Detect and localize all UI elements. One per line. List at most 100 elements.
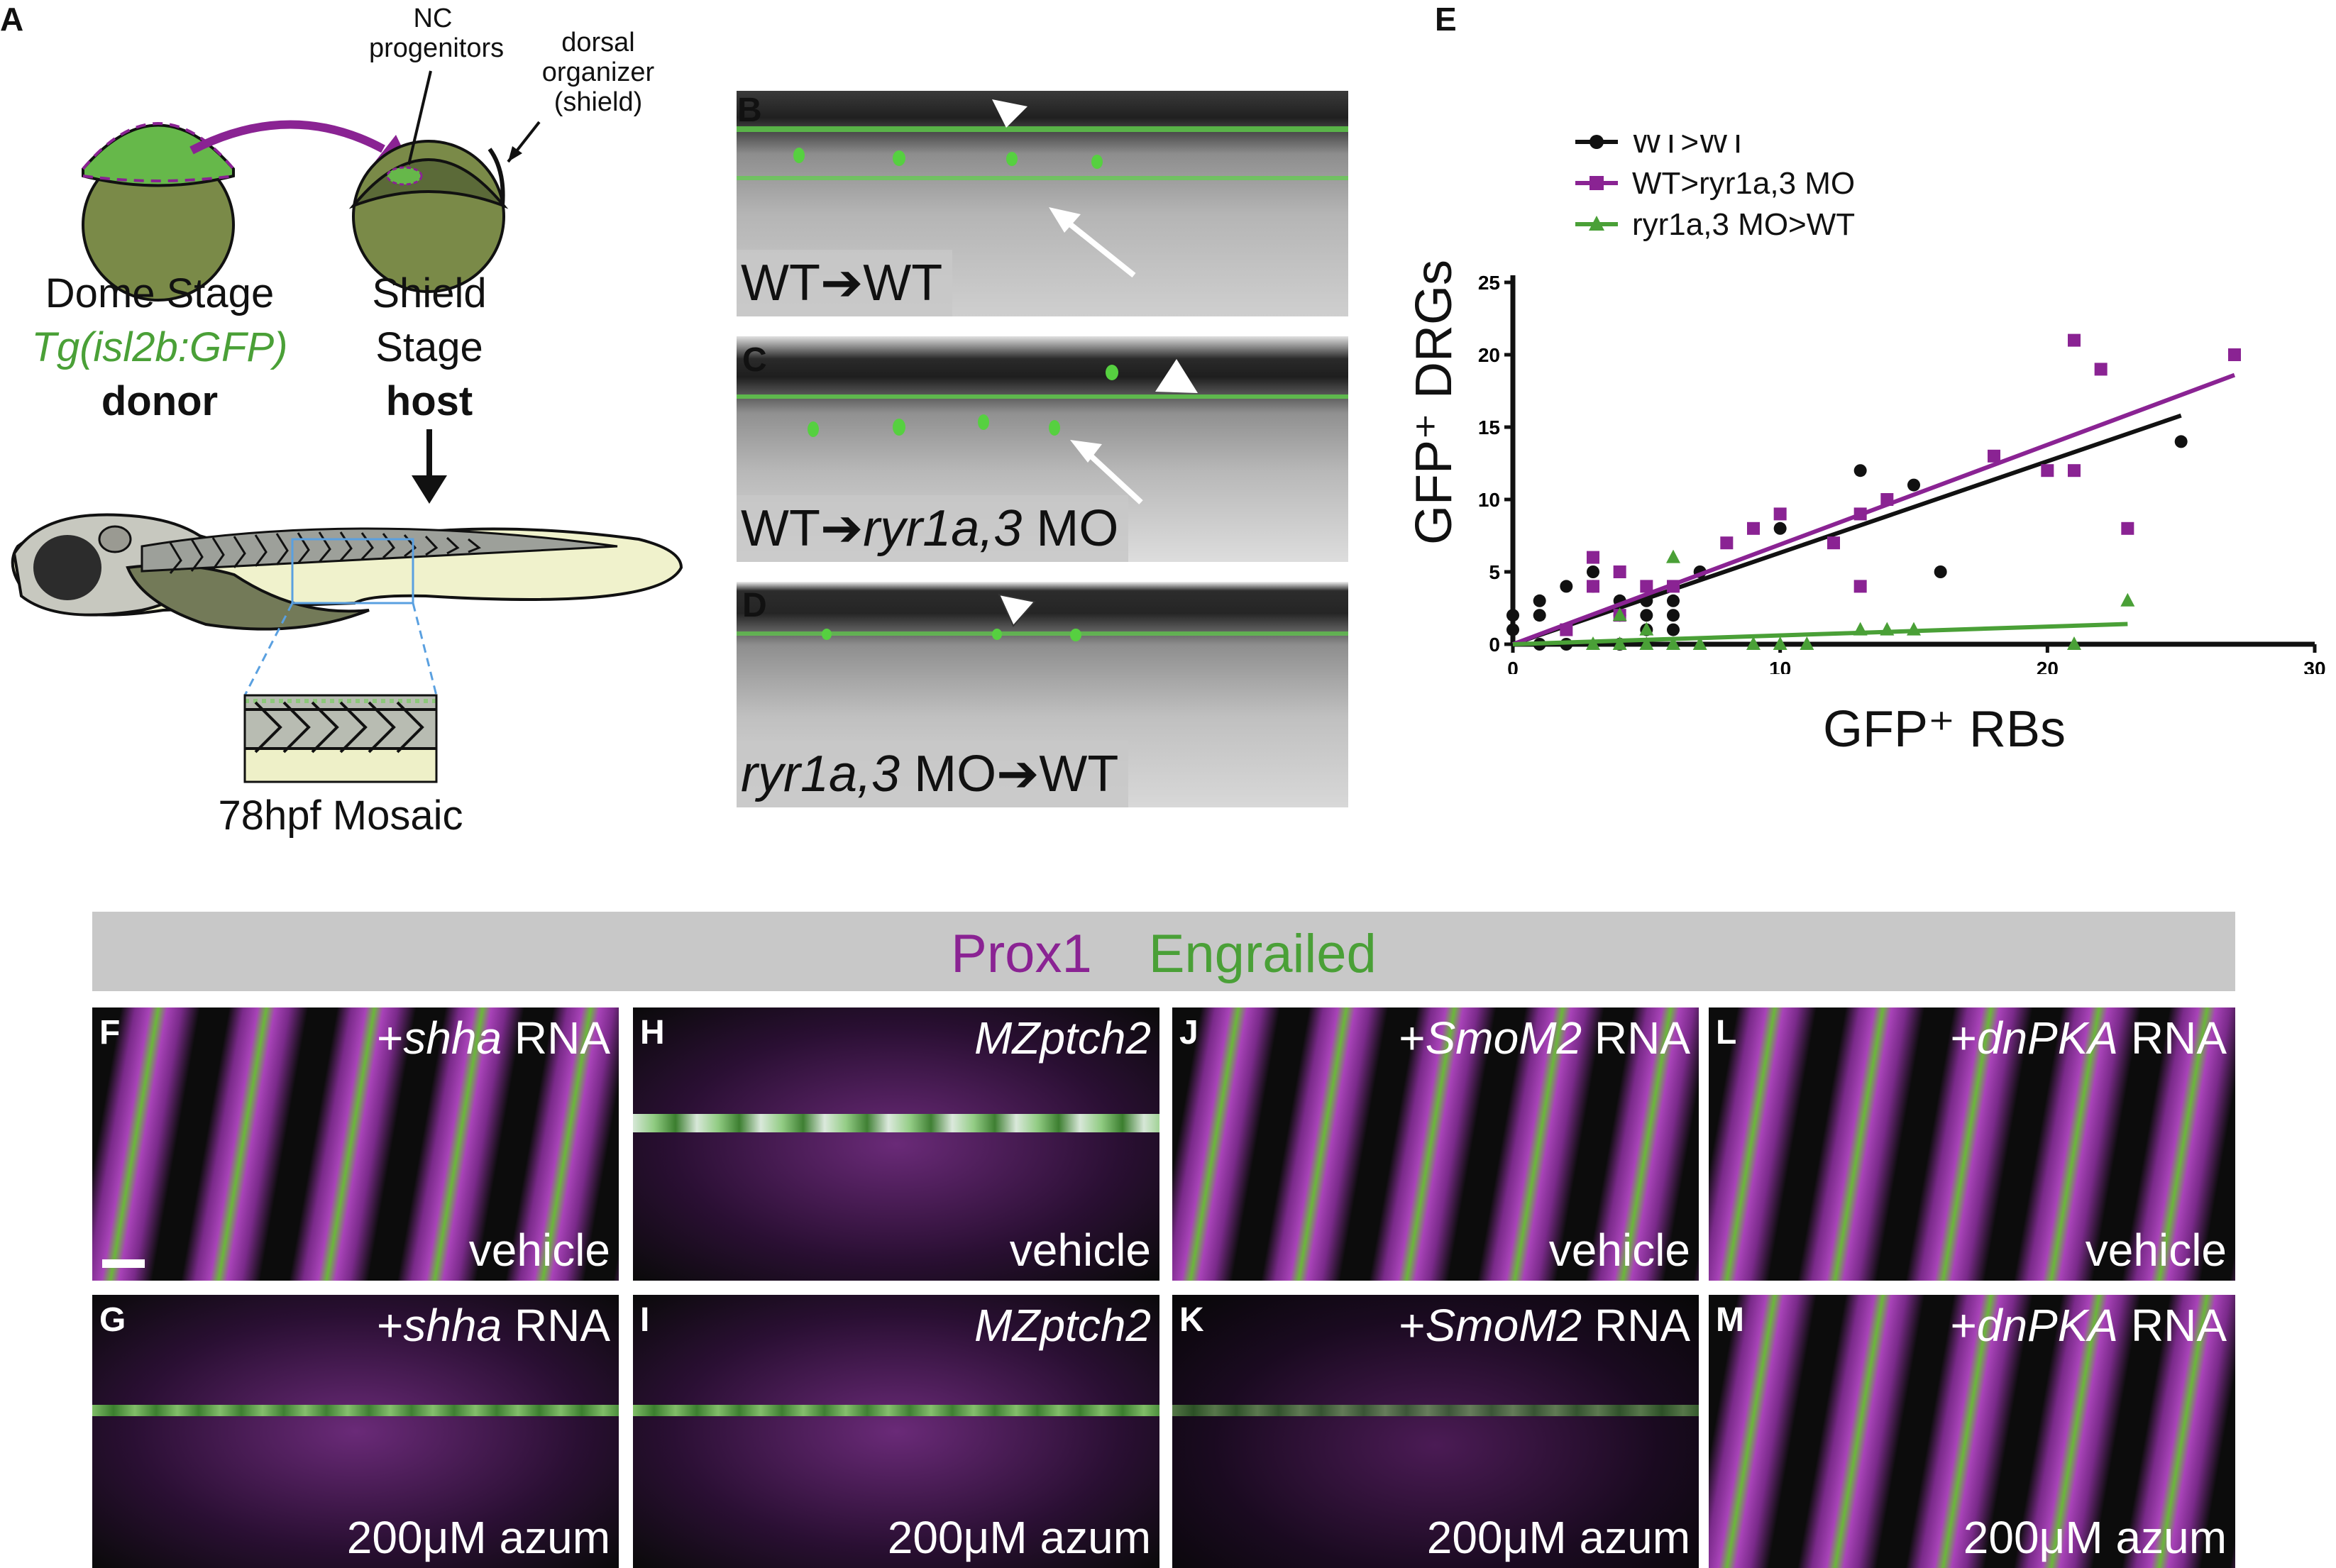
engrailed-label: Engrailed: [1148, 924, 1377, 984]
panel-l-condition: +dnPKA RNA: [1950, 1012, 2227, 1064]
data-point: [1907, 478, 1920, 492]
panel-j-condition: +SmoM2 RNA: [1399, 1012, 1690, 1064]
fit-line: [1512, 413, 2182, 646]
marker-header-band: Prox1 Engrailed: [92, 912, 2235, 991]
data-point: [1853, 622, 1868, 636]
data-point: [1880, 493, 1894, 506]
donor-embryo: [82, 122, 235, 302]
data-point: [1586, 636, 1600, 650]
data-point: [1667, 609, 1680, 622]
stage-label: Stage: [375, 324, 483, 370]
x-tick-label: 10: [1769, 658, 1791, 674]
data-point: [1560, 623, 1573, 636]
scatter-chart: 0 10 20 30 0 5 10 15 20 25 WT>WT WT>ryr1a,3 MO ryr1a…: [1478, 135, 2326, 674]
data-point: [1666, 549, 1680, 563]
panel-label-c: C: [742, 341, 767, 379]
scale-bar: [102, 1259, 145, 1268]
panel-h-image: H MZptch2 vehicle: [633, 1007, 1159, 1281]
fit-line: [1512, 622, 2128, 646]
engrailed-band: [1172, 1405, 1699, 1416]
panel-label-k: K: [1179, 1301, 1204, 1339]
panel-b-arrows: [992, 99, 1136, 278]
panel-k-treatment: 200μM azum: [1426, 1512, 1690, 1563]
panel-l-treatment: vehicle: [2085, 1225, 2227, 1276]
panel-c-caption-gene: ryr1a,3: [863, 500, 1023, 557]
data-point: [1666, 636, 1680, 650]
panel-b-image: B WT➔WT: [737, 91, 1348, 316]
panel-label-f: F: [99, 1014, 121, 1051]
x-tick-label: 0: [1507, 658, 1519, 674]
data-point: [1506, 609, 1519, 622]
condition-gene: shha: [403, 1012, 502, 1064]
data-point: [1587, 565, 1599, 578]
data-point: [1640, 580, 1653, 593]
y-tick-label: 25: [1478, 272, 1500, 294]
panel-l-image: L +dnPKA RNA vehicle: [1709, 1007, 2235, 1281]
data-point: [2121, 521, 2134, 535]
panel-b-caption-left: WT: [741, 255, 820, 311]
data-point: [1692, 636, 1707, 650]
data-point: [2068, 333, 2081, 347]
data-point: [1506, 623, 1519, 636]
y-tick-label: 0: [1489, 634, 1500, 656]
data-point: [1667, 580, 1680, 593]
panel-c-caption: WT➔ryr1a,3 MO: [737, 495, 1129, 562]
data-point: [1747, 521, 1760, 535]
panel-f-treatment: vehicle: [468, 1225, 610, 1276]
data-point: [1773, 636, 1787, 650]
condition-suffix: RNA: [1582, 1012, 1690, 1064]
panel-m-condition: +dnPKA RNA: [1950, 1299, 2227, 1352]
marker-header: Prox1 Engrailed: [92, 923, 2235, 985]
panel-d-caption-right: WT: [1039, 746, 1119, 802]
condition-suffix: RNA: [502, 1300, 610, 1351]
data-point: [1827, 536, 1840, 550]
prox1-label: Prox1: [951, 924, 1092, 984]
data-point: [1587, 580, 1599, 593]
data-point: [1613, 565, 1626, 578]
condition-suffix: RNA: [1582, 1300, 1690, 1351]
x-tick-label: 30: [2303, 658, 2325, 674]
data-point: [1853, 580, 1867, 593]
chart-ylabel: GFP⁺ DRGs: [1406, 260, 1462, 546]
panel-label-d: D: [742, 587, 767, 624]
arrow-right-icon: ➔: [996, 746, 1040, 802]
data-point: [1639, 636, 1654, 650]
host-embryo: [348, 140, 509, 293]
panel-c-image: C WT➔ryr1a,3 MO: [737, 336, 1348, 562]
donor-label: donor: [101, 378, 219, 424]
data-point: [1988, 449, 2000, 463]
arrow-right-icon: ➔: [820, 500, 864, 557]
panel-k-image: K +SmoM2 RNA 200μM azum: [1172, 1295, 1699, 1568]
dorsal-organizer-label: dorsal organizer (shield): [541, 28, 655, 117]
panel-label-m: M: [1716, 1301, 1744, 1339]
data-point: [2041, 464, 2054, 477]
chart-xlabel: GFP⁺ RBs: [1822, 701, 2066, 758]
data-point: [1746, 636, 1761, 650]
condition-gene: MZptch2: [974, 1012, 1151, 1064]
data-point: [1612, 607, 1627, 622]
data-point: [1667, 623, 1680, 636]
condition-prefix: +: [1950, 1300, 1977, 1351]
data-point: [1639, 622, 1654, 636]
data-point: [1934, 565, 1947, 578]
condition-gene: MZptch2: [974, 1300, 1151, 1351]
panel-i-image: I MZptch2 200μM azum: [633, 1295, 1159, 1568]
data-point: [1720, 536, 1734, 550]
condition-gene: SmoM2: [1425, 1300, 1582, 1351]
legend-marker: [1590, 135, 1604, 149]
legend-entry: WT>ryr1a,3 MO: [1632, 166, 1855, 201]
data-point: [2174, 435, 2188, 448]
condition-prefix: +: [1950, 1012, 1977, 1064]
panel-label-a: A: [0, 1, 24, 38]
panel-j-treatment: vehicle: [1548, 1225, 1690, 1276]
panel-m-treatment: 200μM azum: [1963, 1512, 2227, 1563]
panel-k-condition: +SmoM2 RNA: [1399, 1299, 1690, 1352]
panel-h-treatment: vehicle: [1009, 1225, 1151, 1276]
data-point: [1853, 507, 1867, 521]
y-tick-label: 10: [1478, 489, 1500, 511]
data-point: [1560, 580, 1573, 593]
data-point: [1640, 609, 1653, 622]
data-point: [2068, 464, 2081, 477]
shield-label: Shield: [372, 270, 487, 316]
data-point: [1533, 609, 1546, 622]
